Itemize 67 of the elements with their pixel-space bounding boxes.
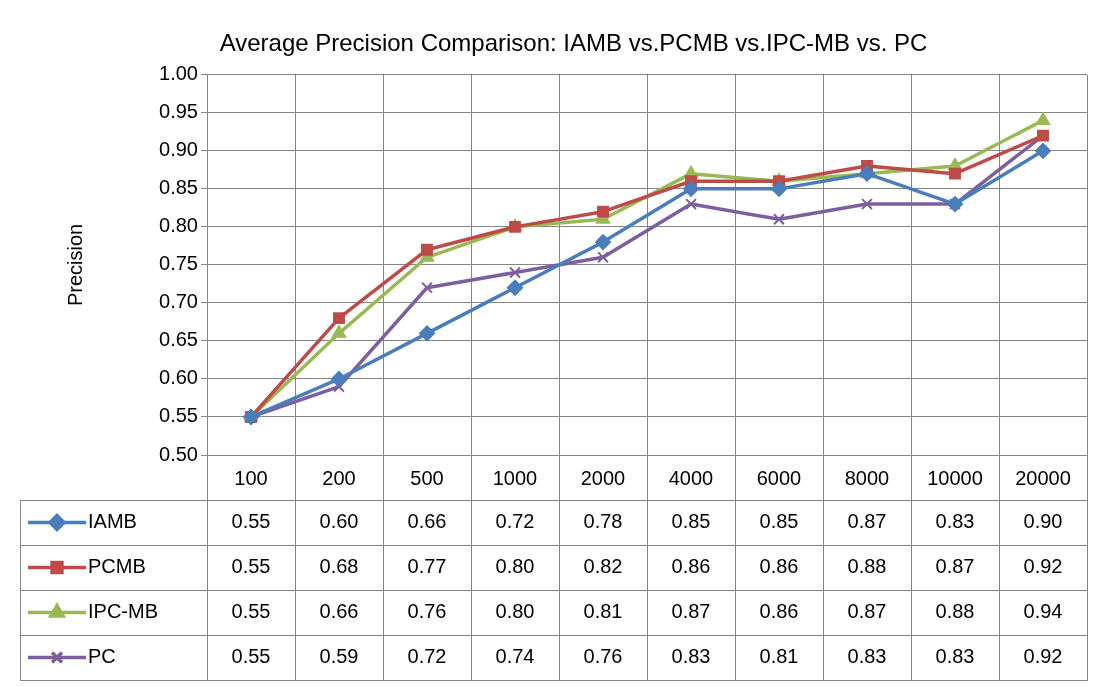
data-label: 0.85 bbox=[759, 510, 799, 533]
data-label: 0.90 bbox=[1023, 510, 1063, 533]
legend-label: IPC-MB bbox=[88, 600, 158, 623]
data-label: 0.83 bbox=[935, 510, 975, 533]
data-label: 0.92 bbox=[1023, 645, 1063, 668]
data-label: 0.87 bbox=[847, 600, 887, 623]
data-label: 0.88 bbox=[935, 600, 975, 623]
x-tick-label: 6000 bbox=[756, 466, 802, 489]
x-tick-label: 2000 bbox=[580, 466, 626, 489]
data-label: 0.72 bbox=[407, 645, 447, 668]
y-axis-title: Precision bbox=[63, 223, 86, 307]
data-label: 0.55 bbox=[231, 555, 271, 578]
data-label: 0.78 bbox=[583, 510, 623, 533]
y-tick-label: 0.60 bbox=[159, 366, 198, 389]
data-label: 0.86 bbox=[671, 555, 711, 578]
data-label: 0.92 bbox=[1023, 555, 1063, 578]
data-label: 0.76 bbox=[407, 600, 447, 623]
data-label: 0.83 bbox=[847, 645, 887, 668]
data-label: 0.85 bbox=[671, 510, 711, 533]
data-label: 0.66 bbox=[319, 600, 359, 623]
data-label: 0.80 bbox=[495, 600, 535, 623]
x-tick-label: 100 bbox=[234, 466, 268, 489]
data-label: 0.82 bbox=[583, 555, 623, 578]
data-label: 0.68 bbox=[319, 555, 359, 578]
x-tick-label: 500 bbox=[410, 466, 444, 489]
data-label: 0.60 bbox=[319, 510, 359, 533]
data-label: 0.55 bbox=[231, 510, 271, 533]
data-label: 0.77 bbox=[407, 555, 447, 578]
y-tick-label: 1.00 bbox=[159, 62, 198, 85]
data-label: 0.80 bbox=[495, 555, 535, 578]
y-tick-label: 0.55 bbox=[159, 404, 198, 427]
x-tick-label: 8000 bbox=[844, 466, 890, 489]
legend-label: IAMB bbox=[88, 510, 137, 533]
data-label: 0.83 bbox=[935, 645, 975, 668]
data-label: 0.74 bbox=[495, 645, 535, 668]
data-label: 0.66 bbox=[407, 510, 447, 533]
data-label: 0.87 bbox=[935, 555, 975, 578]
data-label: 0.81 bbox=[583, 600, 623, 623]
chart-title: Average Precision Comparison: IAMB vs.PCMB vs.IPC-MB vs. PC bbox=[219, 29, 928, 57]
data-label: 0.59 bbox=[319, 645, 359, 668]
data-label: 0.81 bbox=[759, 645, 799, 668]
data-label: 0.94 bbox=[1023, 600, 1063, 623]
legend-label: PCMB bbox=[88, 555, 146, 578]
data-label: 0.88 bbox=[847, 555, 887, 578]
y-tick-label: 0.80 bbox=[159, 214, 198, 237]
x-tick-label: 1000 bbox=[492, 466, 538, 489]
y-tick-label: 0.85 bbox=[159, 176, 198, 199]
data-label: 0.83 bbox=[671, 645, 711, 668]
data-label: 0.55 bbox=[231, 600, 271, 623]
x-tick-label: 4000 bbox=[668, 466, 714, 489]
x-tick-label: 10000 bbox=[927, 466, 983, 489]
y-tick-label: 0.75 bbox=[159, 252, 198, 275]
data-label: 0.87 bbox=[847, 510, 887, 533]
data-label: 0.76 bbox=[583, 645, 623, 668]
data-label: 0.86 bbox=[759, 600, 799, 623]
data-label: 0.86 bbox=[759, 555, 799, 578]
data-label: 0.55 bbox=[231, 645, 271, 668]
y-tick-label: 0.95 bbox=[159, 100, 198, 123]
legend-label: PC bbox=[88, 645, 116, 668]
x-tick-label: 200 bbox=[322, 466, 356, 489]
x-tick-label: 20000 bbox=[1015, 466, 1071, 489]
y-tick-label: 0.70 bbox=[159, 290, 198, 313]
data-label: 0.87 bbox=[671, 600, 711, 623]
y-tick-label: 0.50 bbox=[159, 442, 198, 465]
data-label: 0.72 bbox=[495, 510, 535, 533]
y-tick-label: 0.65 bbox=[159, 328, 198, 351]
y-tick-label: 0.90 bbox=[159, 138, 198, 161]
